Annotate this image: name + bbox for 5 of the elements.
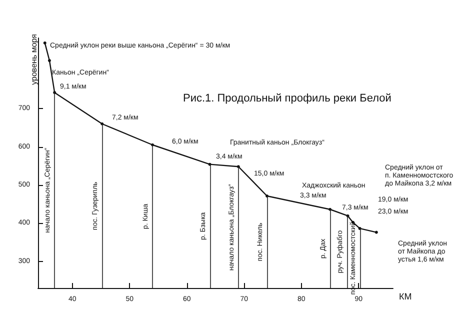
text: Рис.1. Продольный профиль реки Белой: [183, 92, 392, 104]
y-axis-title: уровень моря: [30, 34, 38, 85]
point: [43, 41, 46, 44]
x-axis-title: КМ: [399, 292, 412, 302]
point: [374, 230, 378, 234]
